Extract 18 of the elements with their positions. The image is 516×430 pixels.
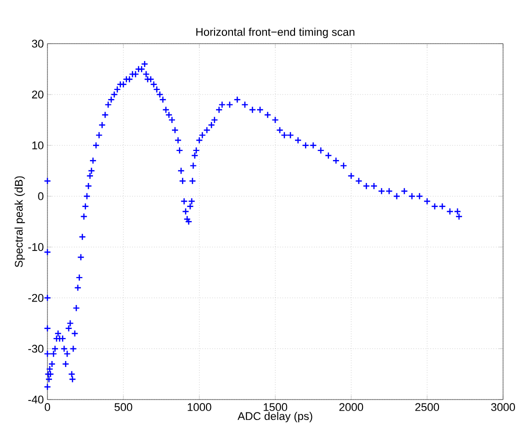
x-tick-label: 2000 xyxy=(339,403,364,412)
y-tick-label: 30 xyxy=(32,40,44,48)
y-axis-title: Spectral peak (dB) xyxy=(14,176,25,268)
y-tick-label: -40 xyxy=(28,396,44,404)
y-tick-label: 10 xyxy=(32,142,44,150)
x-tick-label: 500 xyxy=(114,403,132,412)
y-tick-label: -10 xyxy=(28,243,44,252)
chart-title: Horizontal front−end timing scan xyxy=(196,28,354,38)
x-tick-label: 0 xyxy=(44,403,50,412)
y-tick-label: -30 xyxy=(28,344,44,353)
x-tick-label: 2500 xyxy=(415,403,440,412)
y-tick-label: 20 xyxy=(32,90,44,99)
x-tick-label: 3000 xyxy=(491,403,515,412)
y-tick-label: -20 xyxy=(28,294,44,302)
x-tick-label: 1000 xyxy=(188,403,212,412)
x-axis-title: ADC delay (ps) xyxy=(238,412,312,422)
y-tick-label: 0 xyxy=(38,192,44,200)
x-tick-label: 1500 xyxy=(264,403,288,412)
